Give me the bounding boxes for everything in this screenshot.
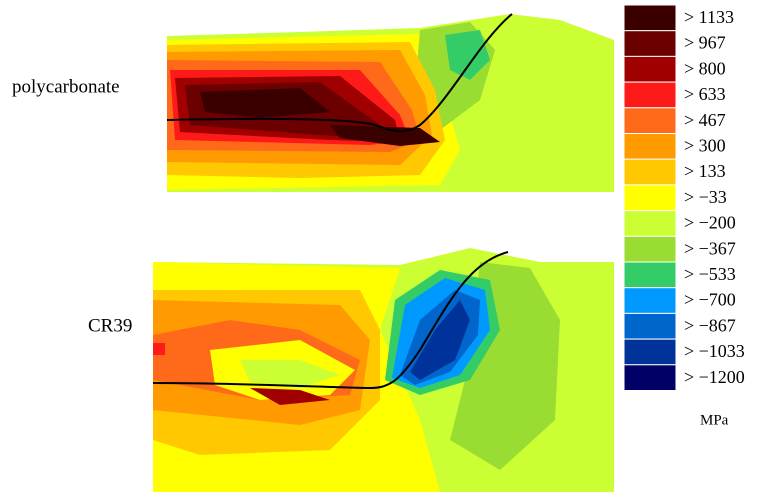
- legend-swatch: [623, 364, 677, 391]
- legend-label: > −1200: [684, 367, 745, 387]
- legend-label: > −33: [684, 187, 727, 207]
- legend-label: > −867: [684, 315, 736, 335]
- legend-swatch: [623, 184, 677, 212]
- legend-swatch: [623, 261, 677, 289]
- legend-swatch: [623, 107, 677, 135]
- legend-label: > 1133: [684, 7, 734, 27]
- legend-label: > 633: [684, 84, 726, 104]
- legend-label: > 967: [684, 33, 726, 53]
- contour-map-top: [166, 13, 614, 192]
- panel-label: CR39: [88, 315, 132, 336]
- legend-label: > −200: [684, 213, 736, 233]
- legend-swatch: [623, 338, 677, 366]
- contour-map-bottom: [152, 248, 614, 492]
- legend-label: > −367: [684, 238, 736, 258]
- legend-swatch: [623, 312, 677, 340]
- legend-swatch: [623, 55, 677, 83]
- legend-label: > 467: [684, 110, 726, 130]
- legend-swatch: [623, 81, 677, 109]
- legend-unit: MPa: [700, 412, 729, 428]
- legend-label: > −700: [684, 290, 736, 310]
- legend-label: > 800: [684, 58, 726, 78]
- legend-swatch: [623, 4, 677, 32]
- legend-swatch: [623, 133, 677, 160]
- legend: > 1133 > 967 > 800 > 633 > 467 > 300 > 133 > −3…: [623, 4, 745, 391]
- legend-label: > 133: [684, 161, 726, 181]
- legend-label: > 300: [684, 135, 726, 155]
- legend-swatch: [623, 158, 677, 186]
- legend-swatch: [623, 30, 677, 57]
- legend-swatch: [623, 235, 677, 263]
- legend-swatch: [623, 287, 677, 314]
- legend-swatch: [623, 210, 677, 237]
- legend-label: > −533: [684, 264, 736, 284]
- panel-label: polycarbonate: [12, 76, 120, 97]
- legend-label: > −1033: [684, 341, 745, 361]
